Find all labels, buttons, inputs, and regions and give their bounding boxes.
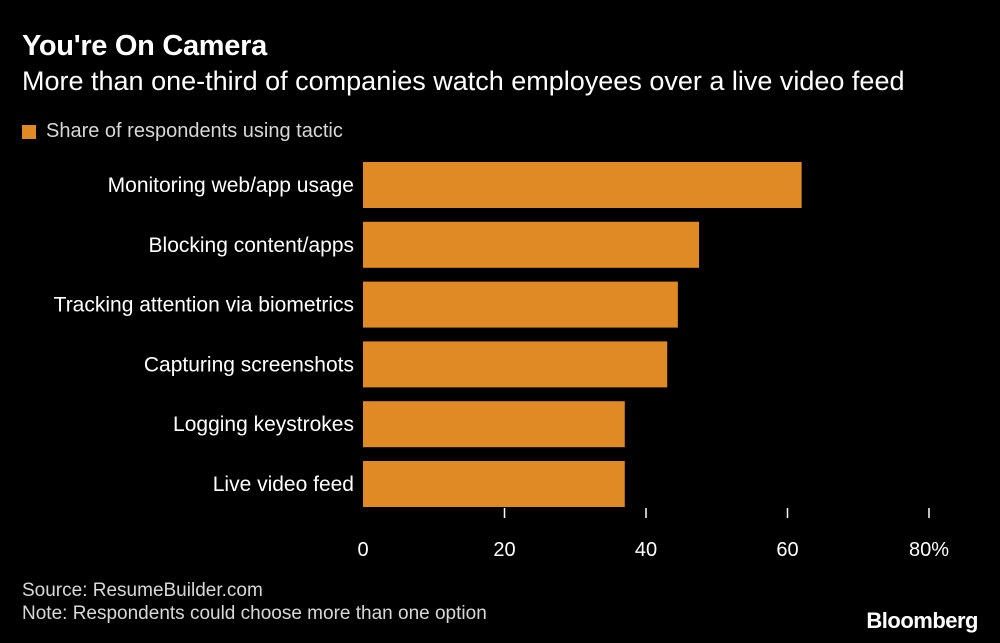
chart-title: You're On Camera [22, 30, 267, 62]
footnote: Note: Respondents could choose more than… [22, 603, 487, 624]
x-tick-label-4: 80% [909, 539, 949, 561]
category-labels: Monitoring web/app usage Blocking content… [54, 174, 354, 496]
category-label-5: Live video feed [213, 473, 354, 496]
category-label-1: Blocking content/apps [149, 234, 354, 257]
legend-label: Share of respondents using tactic [46, 120, 343, 142]
x-tick-label-3: 60 [776, 539, 798, 561]
bar-5 [363, 461, 625, 507]
x-tick-label-2: 40 [635, 539, 657, 561]
source-note: Source: ResumeBuilder.com [22, 580, 263, 601]
category-label-4: Logging keystrokes [173, 413, 354, 436]
legend: Share of respondents using tactic [22, 120, 343, 143]
category-label-3: Capturing screenshots [144, 353, 354, 376]
chart-subtitle: More than one-third of companies watch e… [22, 66, 905, 96]
bars-layer [363, 162, 802, 507]
bloomberg-logo: Bloomberg [866, 608, 978, 633]
bar-3 [363, 341, 668, 388]
legend-swatch [22, 124, 36, 139]
category-label-0: Monitoring web/app usage [108, 174, 354, 197]
bar-1 [363, 221, 700, 268]
x-tick-label-1: 20 [493, 539, 515, 561]
bar-2 [363, 281, 678, 328]
x-tick-label-0: 0 [357, 539, 368, 561]
x-axis: 0 20 40 60 80% [357, 508, 949, 561]
category-label-2: Tracking attention via biometrics [54, 294, 354, 317]
bar-4 [363, 401, 625, 448]
bar-0 [363, 162, 802, 208]
